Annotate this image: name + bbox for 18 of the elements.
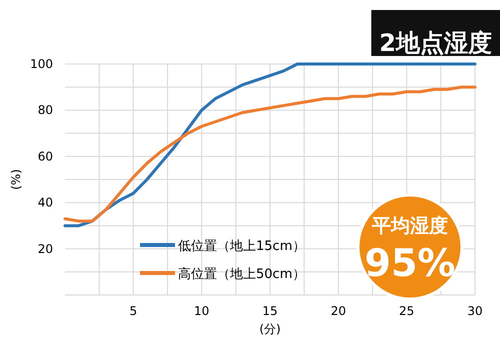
annotation: 95% [364,241,456,285]
y-tick-label: 40 [38,196,53,210]
y-tick-label: 100 [30,57,53,71]
y-tick-label: 20 [38,242,53,256]
chart-title: 2地点湿度 [379,29,492,57]
legend-label: 低位置（地上15cm） [178,239,306,254]
y-axis-title: (%) [9,169,23,190]
legend-label: 高位置（地上50cm） [178,266,306,282]
annotation: 平均湿度 [371,215,448,237]
x-tick-label: 20 [330,304,346,318]
y-tick-label: 60 [38,149,53,164]
x-axis-title: (分) [259,322,281,336]
x-tick-label: 10 [194,304,210,318]
x-tick-label: 25 [399,304,414,318]
y-tick-label: 80 [38,103,53,118]
x-tick-label: 30 [467,304,483,318]
x-tick-label: 5 [130,304,138,318]
x-tick-label: 15 [262,304,278,318]
